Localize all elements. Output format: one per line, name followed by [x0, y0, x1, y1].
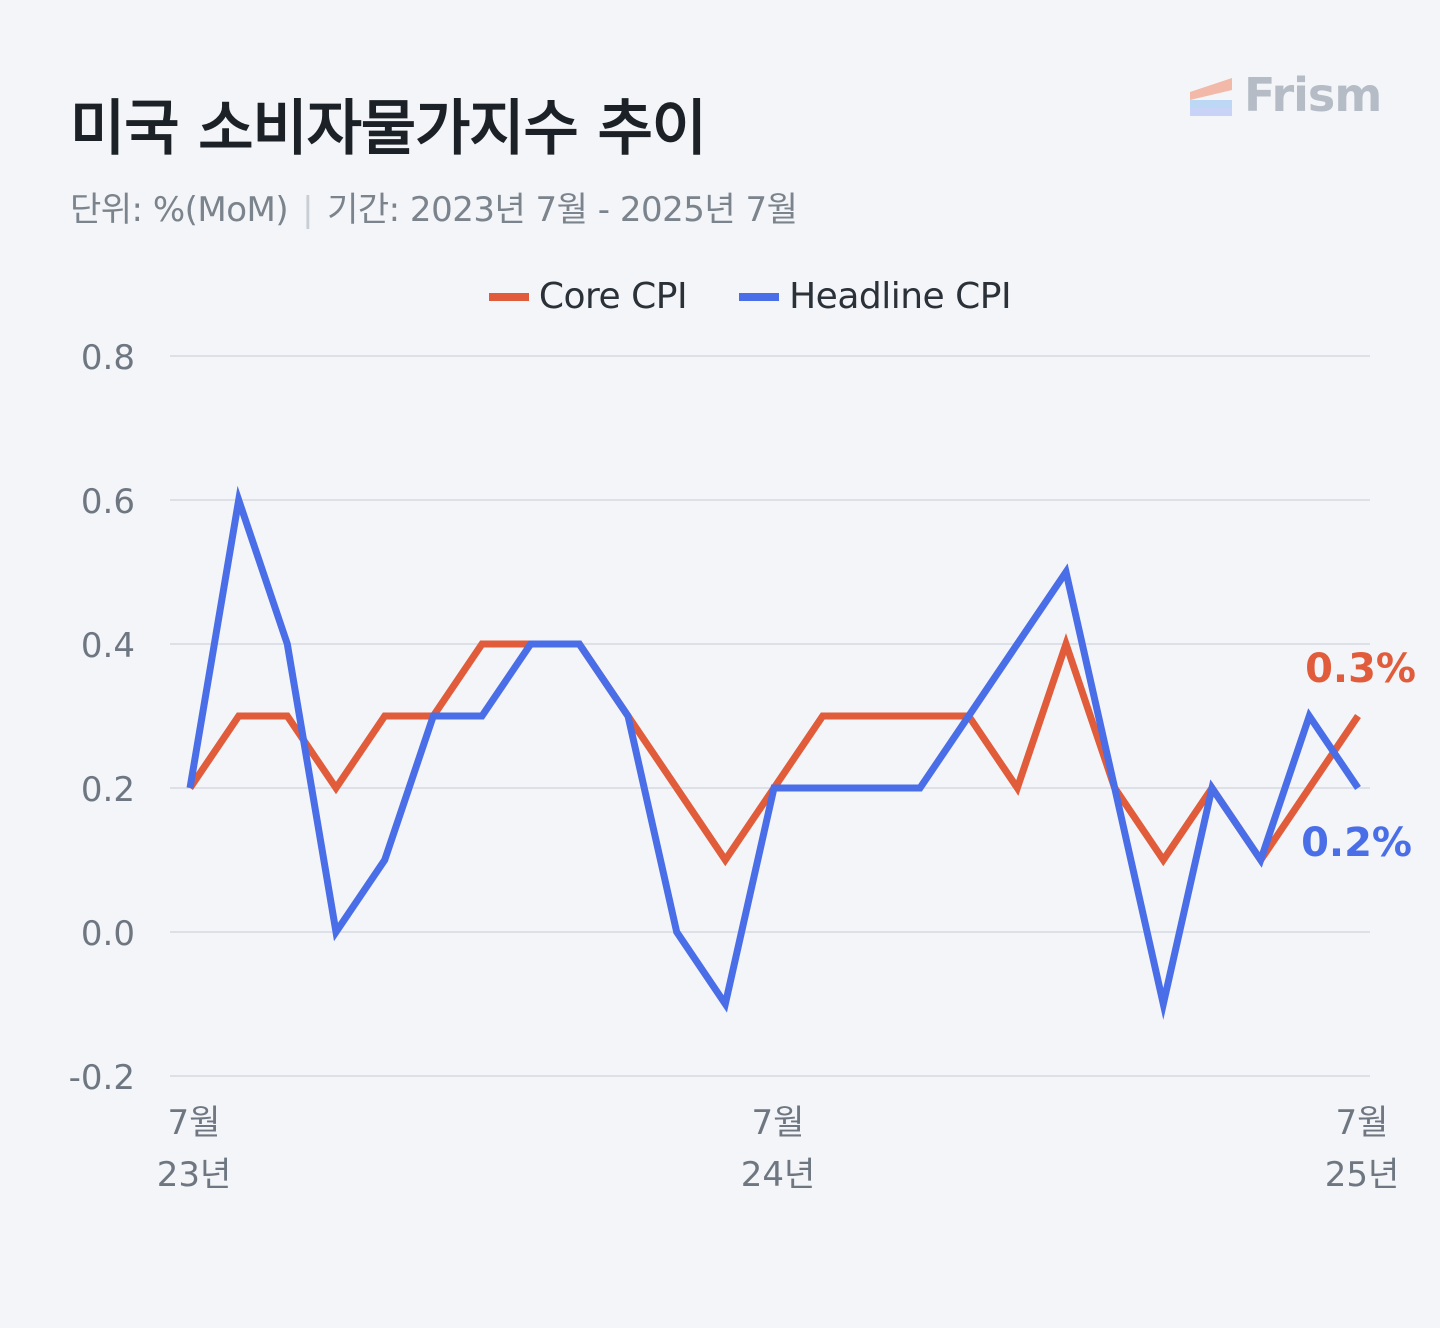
legend-item-headline: Headline CPI: [739, 276, 1012, 317]
end-label-core: 0.3%: [1305, 646, 1416, 692]
y-tick-label-4: 0.0: [81, 914, 135, 954]
legend-swatch-core: [488, 292, 529, 301]
data-point-core-14: [868, 713, 874, 719]
data-point-headline-23: [1306, 713, 1312, 719]
legend-label-headline: Headline CPI: [789, 276, 1012, 317]
data-point-core-1: [236, 713, 242, 719]
x-tick-year-2: 25년: [1325, 1155, 1400, 1195]
x-tick-year-0: 23년: [157, 1155, 232, 1195]
data-point-core-4: [382, 713, 388, 719]
y-tick-label-0: 0.8: [81, 338, 135, 378]
x-tick-month-0: 7월: [168, 1103, 221, 1143]
legend-label-core: Core CPI: [538, 276, 688, 317]
data-point-headline-1: [236, 497, 242, 503]
data-point-headline-9: [625, 713, 631, 719]
legend-swatch-headline: [739, 292, 780, 301]
data-point-headline-3: [333, 929, 339, 935]
y-tick-label-2: 0.4: [81, 626, 135, 666]
data-point-headline-21: [1209, 785, 1215, 791]
data-point-headline-15: [917, 785, 923, 791]
data-point-headline-6: [479, 713, 485, 719]
data-point-headline-16: [966, 713, 972, 719]
data-point-headline-11: [722, 1001, 728, 1007]
end-label-headline: 0.2%: [1301, 820, 1412, 866]
chart-title: 미국 소비자물가지수 추이: [70, 94, 707, 164]
y-tick-label-3: 0.2: [81, 770, 135, 810]
data-point-core-15: [917, 713, 923, 719]
data-point-core-3: [333, 785, 339, 791]
data-point-headline-10: [674, 929, 680, 935]
data-point-headline-22: [1258, 857, 1264, 863]
y-tick-label-1: 0.6: [81, 482, 135, 522]
chart-legend: Core CPI Headline CPI: [0, 276, 1440, 317]
data-point-core-10: [674, 785, 680, 791]
data-point-headline-8: [576, 641, 582, 647]
x-tick-year-1: 24년: [741, 1155, 816, 1195]
data-point-headline-18: [1063, 569, 1069, 575]
legend-item-core: Core CPI: [488, 276, 688, 317]
unit-label: 단위: %(MoM): [70, 190, 289, 230]
data-point-core-24: [1355, 713, 1361, 719]
data-point-headline-7: [528, 641, 534, 647]
data-point-core-2: [284, 713, 290, 719]
data-point-headline-5: [430, 713, 436, 719]
series-line-core: [187, 633, 1361, 867]
data-point-headline-24: [1355, 785, 1361, 791]
brand-name: Frism: [1244, 68, 1382, 122]
data-point-headline-19: [1112, 785, 1118, 791]
period-label: 기간: 2023년 7월 - 2025년 7월: [327, 190, 798, 230]
prism-logo-icon: [1190, 78, 1232, 116]
y-tick-label-5: -0.2: [69, 1058, 135, 1098]
chart-subtitle: 단위: %(MoM) | 기간: 2023년 7월 - 2025년 7월: [70, 182, 798, 231]
data-point-core-17: [1014, 785, 1020, 791]
data-point-headline-20: [1160, 1001, 1166, 1007]
data-point-core-20: [1160, 857, 1166, 863]
subtitle-separator: |: [302, 190, 314, 230]
data-point-headline-2: [284, 641, 290, 647]
data-point-core-18: [1063, 641, 1069, 647]
data-point-core-23: [1306, 785, 1312, 791]
data-point-headline-4: [382, 857, 388, 863]
data-point-headline-17: [1014, 641, 1020, 647]
data-point-headline-0: [187, 785, 193, 791]
data-point-headline-13: [820, 785, 826, 791]
brand-logo: Frism: [1190, 68, 1382, 122]
data-point-core-6: [479, 641, 485, 647]
series-line-headline: [186, 485, 1361, 1020]
x-tick-month-2: 7월: [1336, 1103, 1389, 1143]
data-point-headline-12: [771, 785, 777, 791]
data-point-core-11: [722, 857, 728, 863]
data-point-core-13: [820, 713, 826, 719]
x-tick-month-1: 7월: [752, 1103, 805, 1143]
data-point-headline-14: [868, 785, 874, 791]
